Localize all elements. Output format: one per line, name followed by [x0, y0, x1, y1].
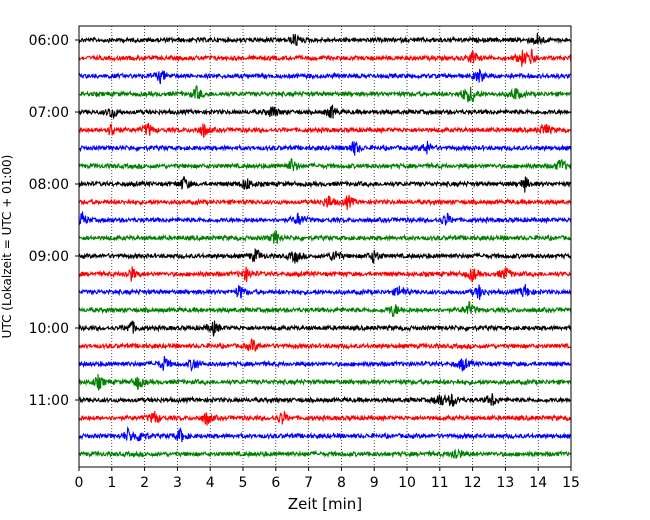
y-tick-label: 09:00 — [29, 249, 69, 265]
trace-line — [78, 211, 572, 226]
trace-line — [78, 85, 572, 103]
y-tick-label: 10:00 — [29, 321, 69, 337]
x-tick-label: 4 — [206, 475, 215, 491]
y-axis-title: UTC (Lokalzeit = UTC + 01:00) — [0, 155, 14, 339]
plot-area-frame — [78, 25, 572, 468]
x-tick-label: 12 — [464, 475, 482, 491]
trace-line — [78, 104, 572, 120]
y-tick-label: 06:00 — [29, 33, 69, 49]
trace-line — [78, 374, 572, 392]
trace-line — [78, 157, 572, 172]
x-tick-label: 15 — [562, 475, 580, 491]
trace-line — [78, 230, 572, 244]
y-tick-label: 07:00 — [29, 105, 69, 121]
trace-line — [78, 338, 572, 352]
trace-line — [78, 122, 572, 138]
trace-line — [78, 68, 572, 85]
y-axis-ticks: 06:00 07:00 08:00 09:00 10:00 11:00 — [29, 33, 79, 409]
trace-line — [78, 410, 572, 426]
seismic-traces — [78, 32, 572, 459]
x-tick-label: 11 — [431, 475, 449, 491]
trace-line — [78, 356, 572, 373]
trace-line — [78, 247, 572, 264]
x-tick-label: 6 — [271, 475, 280, 491]
trace-line — [78, 320, 572, 337]
y-tick-label: 11:00 — [29, 393, 69, 409]
x-tick-label: 9 — [370, 475, 379, 491]
x-tick-label: 13 — [496, 475, 514, 491]
trace-line — [78, 426, 572, 443]
trace-line — [78, 393, 572, 407]
x-axis-title: Zeit [min] — [288, 495, 362, 513]
x-tick-label: 0 — [75, 475, 84, 491]
y-tick-label: 08:00 — [29, 177, 69, 193]
x-tick-label: 7 — [304, 475, 313, 491]
x-axis-ticks: 0 1 2 3 4 5 6 7 8 9 10 11 12 13 14 15 — [75, 467, 580, 491]
x-tick-label: 3 — [173, 475, 182, 491]
x-tick-label: 10 — [398, 475, 416, 491]
trace-line — [78, 284, 572, 301]
trace-line — [78, 48, 572, 67]
x-tick-label: 5 — [239, 475, 248, 491]
x-tick-label: 2 — [140, 475, 149, 491]
trace-line — [78, 32, 572, 46]
trace-line — [78, 448, 572, 459]
x-tick-label: 1 — [107, 475, 116, 491]
x-tick-label: 8 — [337, 475, 346, 491]
trace-line — [78, 140, 572, 156]
trace-line — [78, 194, 572, 211]
trace-line — [78, 301, 572, 318]
trace-line — [78, 266, 572, 284]
x-tick-label: 14 — [529, 475, 547, 491]
trace-line — [78, 176, 572, 193]
